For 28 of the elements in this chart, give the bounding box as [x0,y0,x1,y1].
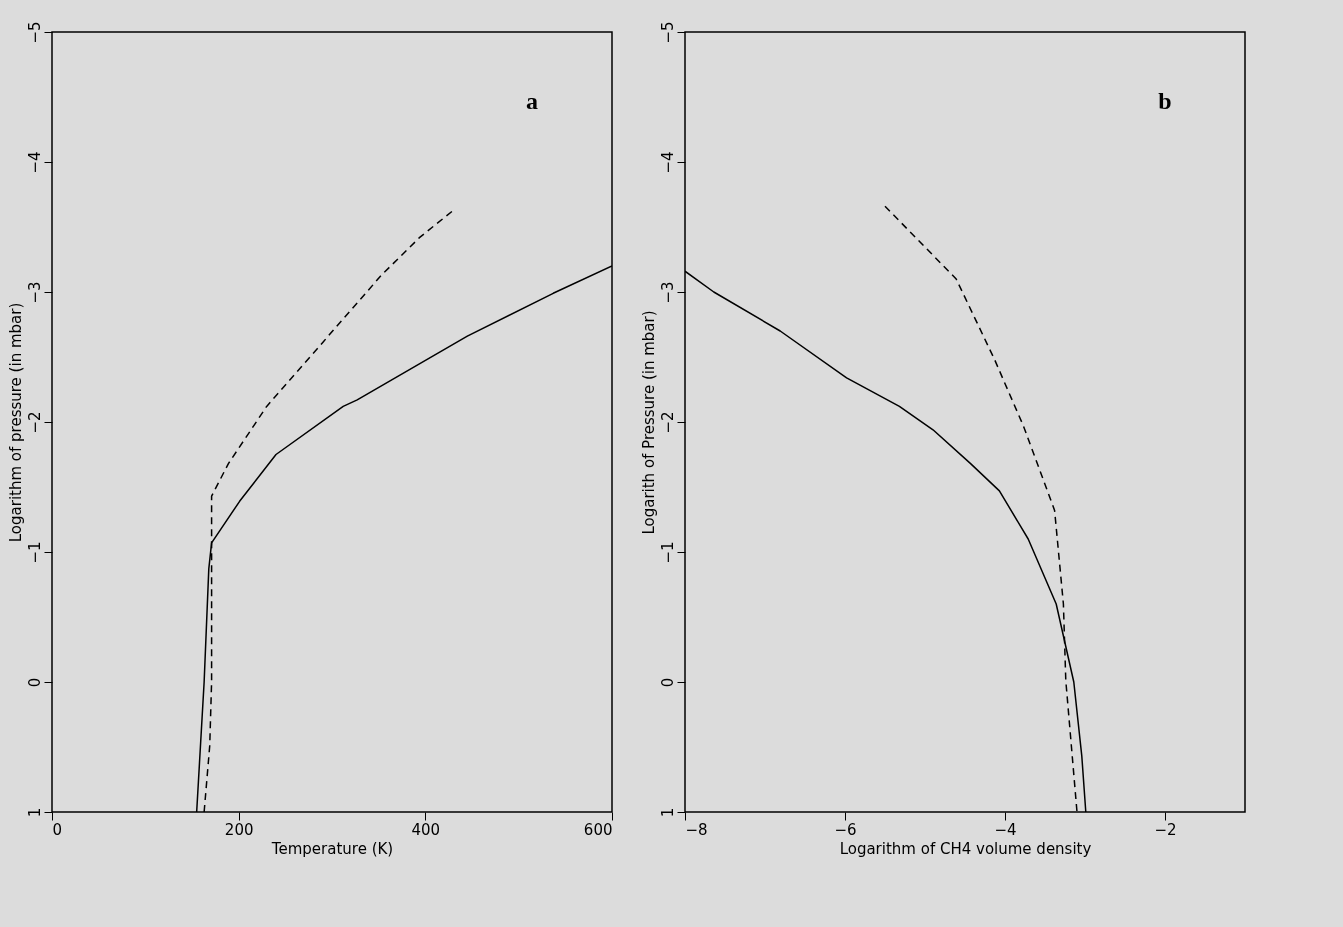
y-tick-label: −5 [25,21,44,44]
y-tick-label: −4 [658,151,677,174]
x-tick-label: 600 [583,820,613,839]
x-tick-label: 400 [411,820,441,839]
y-tick-label: 0 [658,677,677,688]
y-tick-label: −3 [25,281,44,304]
y-tick-label: 1 [658,807,677,818]
x-tick-label: −8 [685,820,708,839]
annotation: b [1158,88,1172,114]
x-axis-title: Logarithm of CH4 volume density [839,839,1092,858]
y-tick-label: −5 [658,21,677,44]
y-tick-label: 0 [25,677,44,688]
x-tick-label: 200 [224,820,254,839]
y-tick-label: −1 [658,541,677,564]
y-axis-title: Logarith of Pressure (in mbar) [639,310,658,535]
x-tick-label: 0 [52,820,63,839]
y-tick-label: −2 [25,411,44,434]
y-tick-label: −4 [25,151,44,174]
y-axis-title: Logarithm of pressure (in mbar) [6,302,25,543]
x-tick-label: −6 [834,820,857,839]
y-tick-label: 1 [25,807,44,818]
x-axis-title: Temperature (K) [270,839,394,858]
annotation: a [526,88,538,114]
x-tick-label: −4 [994,820,1017,839]
x-tick-label: −2 [1154,820,1177,839]
y-tick-label: −2 [658,411,677,434]
y-tick-label: −1 [25,541,44,564]
y-tick-label: −3 [658,281,677,304]
